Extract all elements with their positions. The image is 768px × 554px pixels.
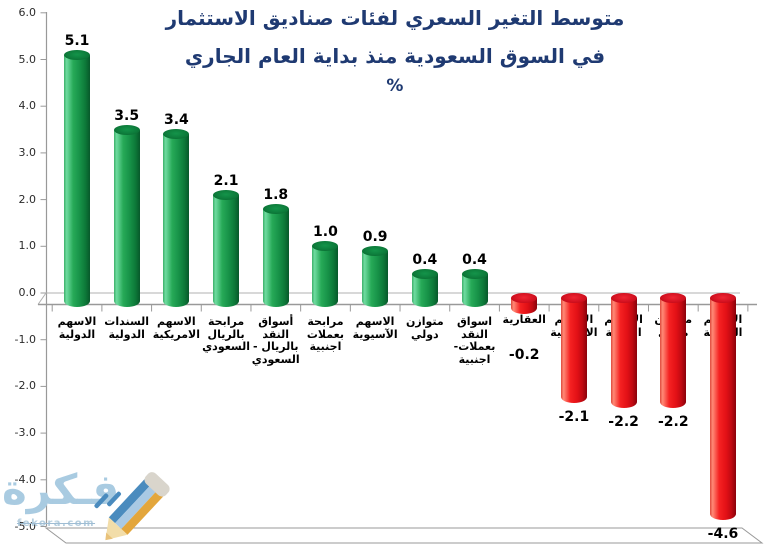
bar-cylinder xyxy=(262,208,289,307)
category-label: العقارية xyxy=(502,313,546,326)
value-label: -4.6 xyxy=(707,525,739,542)
bar-cylinder xyxy=(660,298,687,408)
y-axis-label: -3.0 xyxy=(14,426,36,440)
category-label: أسواق النقد - بالريال السعودي xyxy=(251,315,300,366)
bar-cylinder xyxy=(709,298,736,520)
category-label: الاسهم الآسيوية xyxy=(352,315,398,341)
value-label: -2.2 xyxy=(657,413,689,430)
value-label: 0.9 xyxy=(362,228,388,245)
category-label: السندات الدولية xyxy=(104,315,150,341)
category-label: الاسهم الدولية xyxy=(57,315,97,341)
value-label: -0.2 xyxy=(508,347,540,363)
value-label: 0.4 xyxy=(412,252,438,269)
y-axis-label: 6.0 xyxy=(18,5,37,19)
y-axis-label: 0.0 xyxy=(18,286,37,299)
bar-cylinder-cap xyxy=(461,269,488,280)
y-axis-label: 1.0 xyxy=(18,239,37,253)
bar-cylinder-cap xyxy=(163,129,190,140)
bar-cylinder xyxy=(213,194,240,307)
bar-cylinder-cap xyxy=(709,293,736,303)
value-label: 3.5 xyxy=(114,107,140,124)
bar-cylinder-cap xyxy=(660,293,687,303)
y-axis-label: 4.0 xyxy=(18,99,37,113)
watermark-domain-text: fekora.com xyxy=(16,518,96,529)
bar-cylinder xyxy=(610,298,637,408)
bar-cylinder-cap xyxy=(362,245,389,256)
chart-floor xyxy=(44,527,764,544)
category-label: الاسهم الامريكية xyxy=(152,315,201,341)
value-label: -2.2 xyxy=(608,413,639,430)
y-axis-label: -2.0 xyxy=(14,379,36,393)
value-label: -2.1 xyxy=(558,409,590,426)
y-axis-label: -1.0 xyxy=(14,332,36,346)
bar-cylinder-cap xyxy=(213,189,240,200)
category-label: اسواق النقد -بعملات اجنبية xyxy=(453,315,496,366)
y-axis-label: 3.0 xyxy=(18,145,37,159)
y-axis-label: 2.0 xyxy=(18,192,37,206)
value-label: 5.1 xyxy=(64,32,90,49)
bar-cylinder xyxy=(64,54,90,307)
bar-cylinder-cap xyxy=(610,293,637,303)
bar-cylinder-cap xyxy=(511,293,538,303)
bar-cylinder xyxy=(362,250,389,307)
bar-cylinder-cap xyxy=(113,124,140,135)
y-axis-label: -4.0 xyxy=(14,472,36,486)
chart-title: متوسط التغير السعري لفئات صناديق الاستثم… xyxy=(165,6,625,30)
bar-cylinder-cap xyxy=(64,49,90,60)
category-label: مرابحة بعملات اجنبية xyxy=(306,315,344,353)
value-label: 3.4 xyxy=(163,112,189,129)
bar-cylinder xyxy=(113,129,140,307)
y-axis-label: -5.0 xyxy=(14,519,36,533)
value-label: 0.4 xyxy=(462,252,487,269)
bar-cylinder-cap xyxy=(411,269,438,280)
bar-cylinder-cap xyxy=(262,203,289,214)
bar-cylinder xyxy=(163,134,190,307)
category-label: مرابحة بالريال السعودي xyxy=(202,315,251,353)
category-label: متوازن دولي xyxy=(405,315,444,341)
chart-subtitle: في السوق السعودية منذ بداية العام الجاري xyxy=(184,44,606,68)
bar-cylinder-cap xyxy=(560,293,587,303)
watermark: فـكرة fekora.com xyxy=(0,468,200,550)
value-label: 1.8 xyxy=(263,186,289,203)
value-label: 1.0 xyxy=(313,224,338,241)
bar-cylinder xyxy=(461,274,488,307)
bar-cylinder-cap xyxy=(312,241,339,252)
pencil-icon xyxy=(94,472,170,541)
bar-cylinder xyxy=(560,298,587,404)
y-axis-label: 5.0 xyxy=(18,52,37,66)
unit-percent-label: % xyxy=(386,76,404,96)
bar-cylinder xyxy=(411,274,438,307)
value-label: 2.1 xyxy=(213,172,239,189)
bar-cylinder xyxy=(312,246,339,307)
